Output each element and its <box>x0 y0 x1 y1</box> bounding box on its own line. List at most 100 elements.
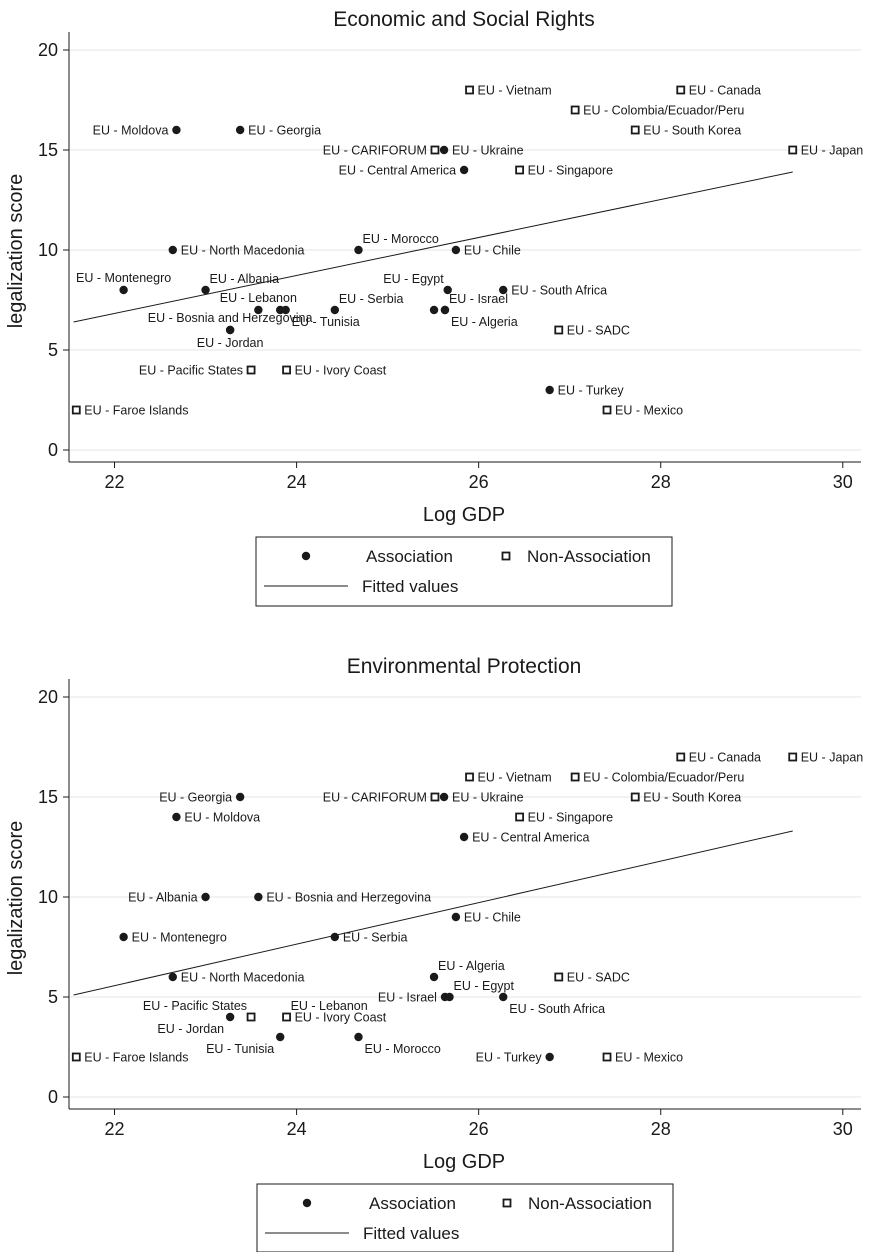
point-non-association <box>630 792 640 802</box>
point-label: EU - Turkey <box>476 1051 543 1065</box>
point-association <box>119 285 128 295</box>
point-non-association <box>430 145 440 155</box>
point-label: EU - CARIFORUM <box>323 791 427 805</box>
y-tick-label: 10 <box>38 887 58 907</box>
y-tick-label: 0 <box>48 1087 58 1107</box>
point-non-association <box>246 1012 256 1022</box>
y-tick-label: 20 <box>38 40 58 60</box>
point-association <box>172 125 181 135</box>
point-label: EU - Georgia <box>159 791 232 805</box>
point-label: EU - South Korea <box>643 791 741 805</box>
point-label: EU - Ivory Coast <box>295 364 387 378</box>
point-label: EU - Moldova <box>93 124 169 138</box>
point-label: EU - Morocco <box>362 232 438 246</box>
chart-environmental-protection: Environmental Protection 0 5 10 15 20 22 24 26 2… <box>5 655 863 1252</box>
x-tick-label: 26 <box>469 1119 489 1139</box>
legend-fitted-label: Fitted values <box>363 1224 459 1243</box>
fitted-line <box>73 830 793 996</box>
legend-box <box>256 1183 674 1252</box>
point-association <box>459 832 469 842</box>
y-tick-label: 15 <box>38 140 58 160</box>
point-label: EU - Serbia <box>343 931 408 945</box>
point-label: EU - Egypt <box>454 979 515 993</box>
point-label: EU - Serbia <box>339 292 404 306</box>
legend: Association Non-Association Fitted value… <box>256 1183 674 1252</box>
legend: Association Non-Association Fitted value… <box>255 536 673 607</box>
point-label: EU - Chile <box>464 911 521 925</box>
legend-association-marker <box>302 1198 312 1208</box>
point-non-association <box>282 365 291 375</box>
point-label: EU - Pacific States <box>143 999 247 1013</box>
point-association <box>168 245 177 255</box>
point-label: EU - Central America <box>472 831 589 845</box>
point-association <box>439 145 449 155</box>
plot-area: 0 5 10 15 20 22 24 26 28 30 EU - Canada EU - Japan E… <box>38 679 863 1139</box>
point-label: EU - CARIFORUM <box>323 144 427 158</box>
point-association <box>254 892 263 902</box>
point-label: EU - Georgia <box>248 124 321 138</box>
point-association <box>451 245 461 255</box>
point-association <box>276 1032 285 1042</box>
point-non-association <box>515 165 525 175</box>
point-label: EU - Tunisia <box>292 315 360 329</box>
x-axis-label: Log GDP <box>423 1151 505 1173</box>
point-label: EU - Singapore <box>528 164 614 178</box>
y-tick-label: 15 <box>38 787 58 807</box>
legend-fitted-label: Fitted values <box>362 577 458 596</box>
point-label: EU - Morocco <box>364 1042 440 1056</box>
plot-area: 0 5 10 15 20 22 24 26 28 30 EU - Vietnam EU - Canad… <box>38 32 863 492</box>
point-non-association <box>71 405 81 415</box>
point-non-association <box>630 125 640 135</box>
point-label: EU - Algeria <box>451 315 518 329</box>
y-axis-label: legalization score <box>5 174 27 329</box>
y-tick-label: 20 <box>38 687 58 707</box>
x-tick-label: 28 <box>651 1119 671 1139</box>
point-label: EU - Central America <box>339 164 456 178</box>
x-tick-label: 30 <box>833 1119 853 1139</box>
point-non-association <box>570 772 580 782</box>
point-association <box>354 245 363 255</box>
point-association <box>445 992 454 1002</box>
point-association <box>168 972 177 982</box>
point-non-association <box>430 792 440 802</box>
y-tick-label: 5 <box>48 340 58 360</box>
x-tick-label: 22 <box>105 472 125 492</box>
point-label: EU - South Africa <box>511 284 607 298</box>
x-tick-label: 30 <box>833 472 853 492</box>
point-association <box>459 165 469 175</box>
point-association <box>254 305 263 315</box>
point-label: EU - SADC <box>567 971 630 985</box>
point-label: EU - Singapore <box>528 811 614 825</box>
point-label: EU - Chile <box>464 244 521 258</box>
legend-non-association-marker <box>501 551 511 561</box>
point-non-association <box>602 405 612 415</box>
point-label: EU - Bosnia and Herzegovina <box>148 311 313 325</box>
chart-title: Economic and Social Rights <box>333 8 594 31</box>
point-association <box>330 932 340 942</box>
point-label: EU - Albania <box>128 891 198 905</box>
point-association <box>235 792 245 802</box>
legend-box <box>255 536 673 607</box>
point-label: EU - Israel <box>449 292 508 306</box>
point-label: EU - Colombia/Ecuador/Peru <box>583 104 744 118</box>
point-label: EU - Moldova <box>184 811 260 825</box>
point-label: EU - Pacific States <box>139 364 243 378</box>
y-tick-label: 5 <box>48 987 58 1007</box>
point-label: EU - North Macedonia <box>181 244 305 258</box>
point-label: EU - Japan <box>801 144 864 158</box>
point-label: EU - Mexico <box>615 1051 683 1065</box>
point-association <box>440 305 450 315</box>
point-association <box>429 972 439 982</box>
point-non-association <box>788 145 798 155</box>
point-label: EU - Lebanon <box>220 291 297 305</box>
point-non-association <box>246 365 256 375</box>
point-non-association <box>676 85 686 95</box>
point-label: EU - Algeria <box>438 959 505 973</box>
point-label: EU - Colombia/Ecuador/Peru <box>583 771 744 785</box>
point-non-association <box>515 812 525 822</box>
point-label: EU - Albania <box>210 272 280 286</box>
chart-title: Environmental Protection <box>347 655 582 678</box>
point-association <box>439 792 449 802</box>
point-non-association <box>465 772 474 782</box>
